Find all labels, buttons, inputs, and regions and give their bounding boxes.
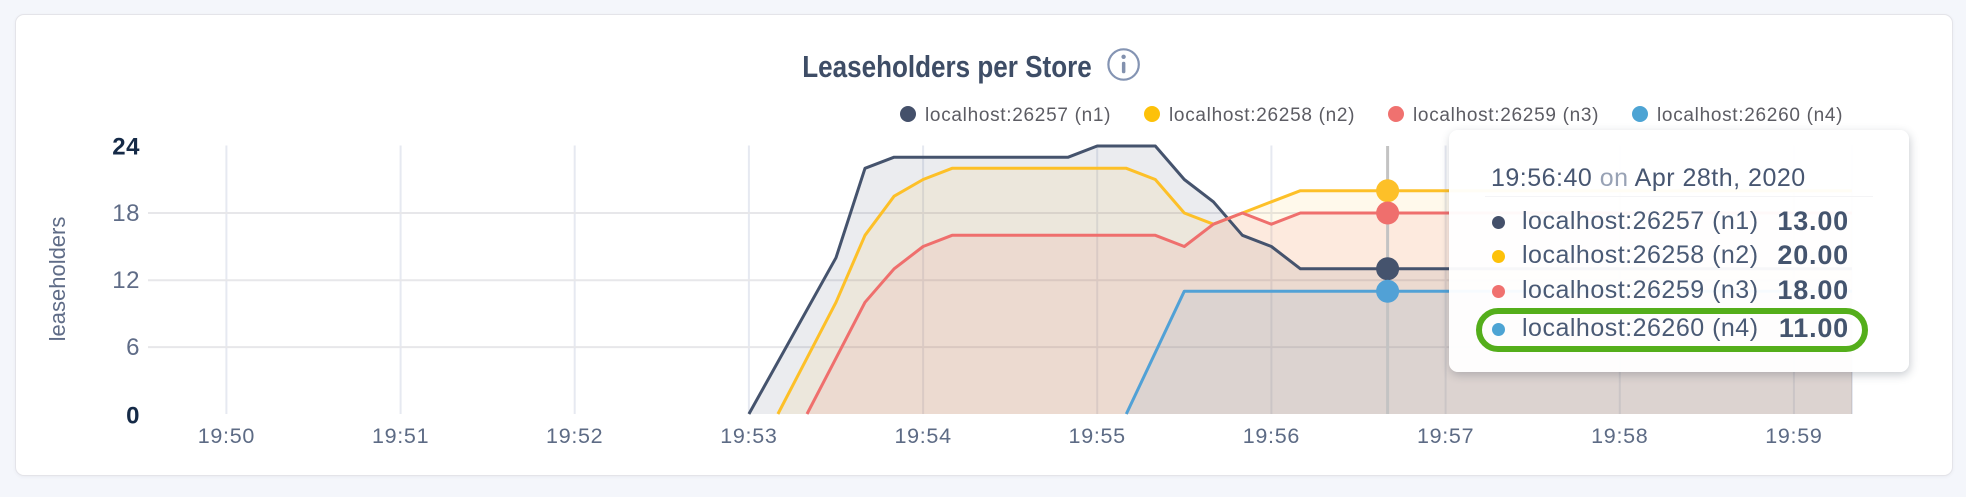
- svg-text:18: 18: [112, 200, 140, 227]
- svg-text:24: 24: [112, 134, 140, 161]
- svg-text:19:54: 19:54: [894, 424, 951, 448]
- svg-text:19:57: 19:57: [1417, 424, 1474, 448]
- svg-text:19:59: 19:59: [1765, 424, 1822, 448]
- svg-text:19:53: 19:53: [720, 424, 777, 448]
- svg-text:19:51: 19:51: [372, 424, 429, 448]
- svg-text:19:55: 19:55: [1069, 424, 1126, 448]
- svg-text:6: 6: [126, 334, 140, 361]
- svg-text:19:58: 19:58: [1591, 424, 1648, 448]
- svg-text:leaseholders: leaseholders: [45, 217, 70, 342]
- svg-text:19:50: 19:50: [198, 424, 255, 448]
- svg-text:19:52: 19:52: [546, 424, 603, 448]
- svg-text:12: 12: [112, 267, 140, 294]
- svg-text:19:56: 19:56: [1243, 424, 1300, 448]
- svg-text:0: 0: [126, 403, 140, 430]
